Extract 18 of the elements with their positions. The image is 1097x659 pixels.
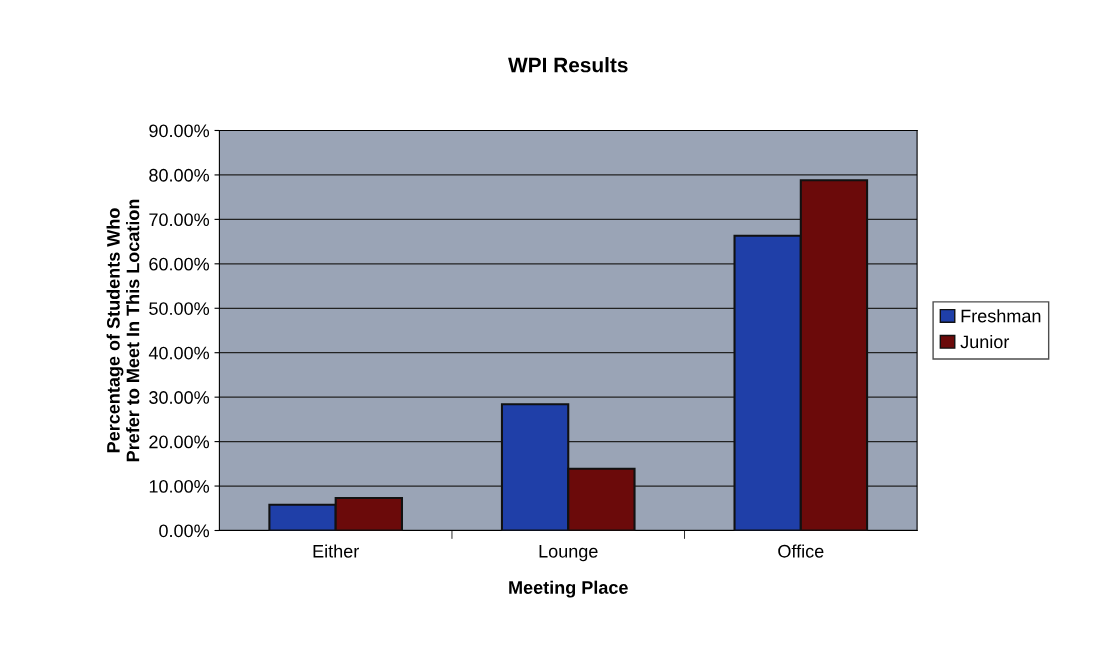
y-axis-title: Percentage of Students Who Prefer to Meet In This Location: [106, 199, 140, 462]
legend-label: Junior: [960, 335, 1010, 349]
chart-title: WPI Results: [508, 57, 628, 73]
y-tick-label: 50.00%: [149, 302, 210, 315]
x-axis-title: Meeting Place: [509, 580, 628, 598]
y-tick-label: 40.00%: [148, 346, 210, 360]
y-tick-label: 60.00%: [149, 257, 210, 271]
y-tick-label: 0.00%: [159, 524, 210, 538]
y-tick-label: 90.00%: [149, 124, 210, 138]
y-tick-label: 70.00%: [149, 213, 210, 227]
y-tick-label: 30.00%: [149, 391, 210, 404]
y-tick-label: 80.00%: [149, 168, 210, 182]
y-tick-label: 10.00%: [149, 479, 210, 493]
x-tick-label: Either: [313, 544, 359, 558]
legend-label: Freshman: [961, 309, 1041, 323]
x-tick-label: Lounge: [539, 545, 598, 562]
y-tick-label: 20.00%: [149, 435, 210, 449]
x-tick-label: Office: [778, 544, 824, 558]
